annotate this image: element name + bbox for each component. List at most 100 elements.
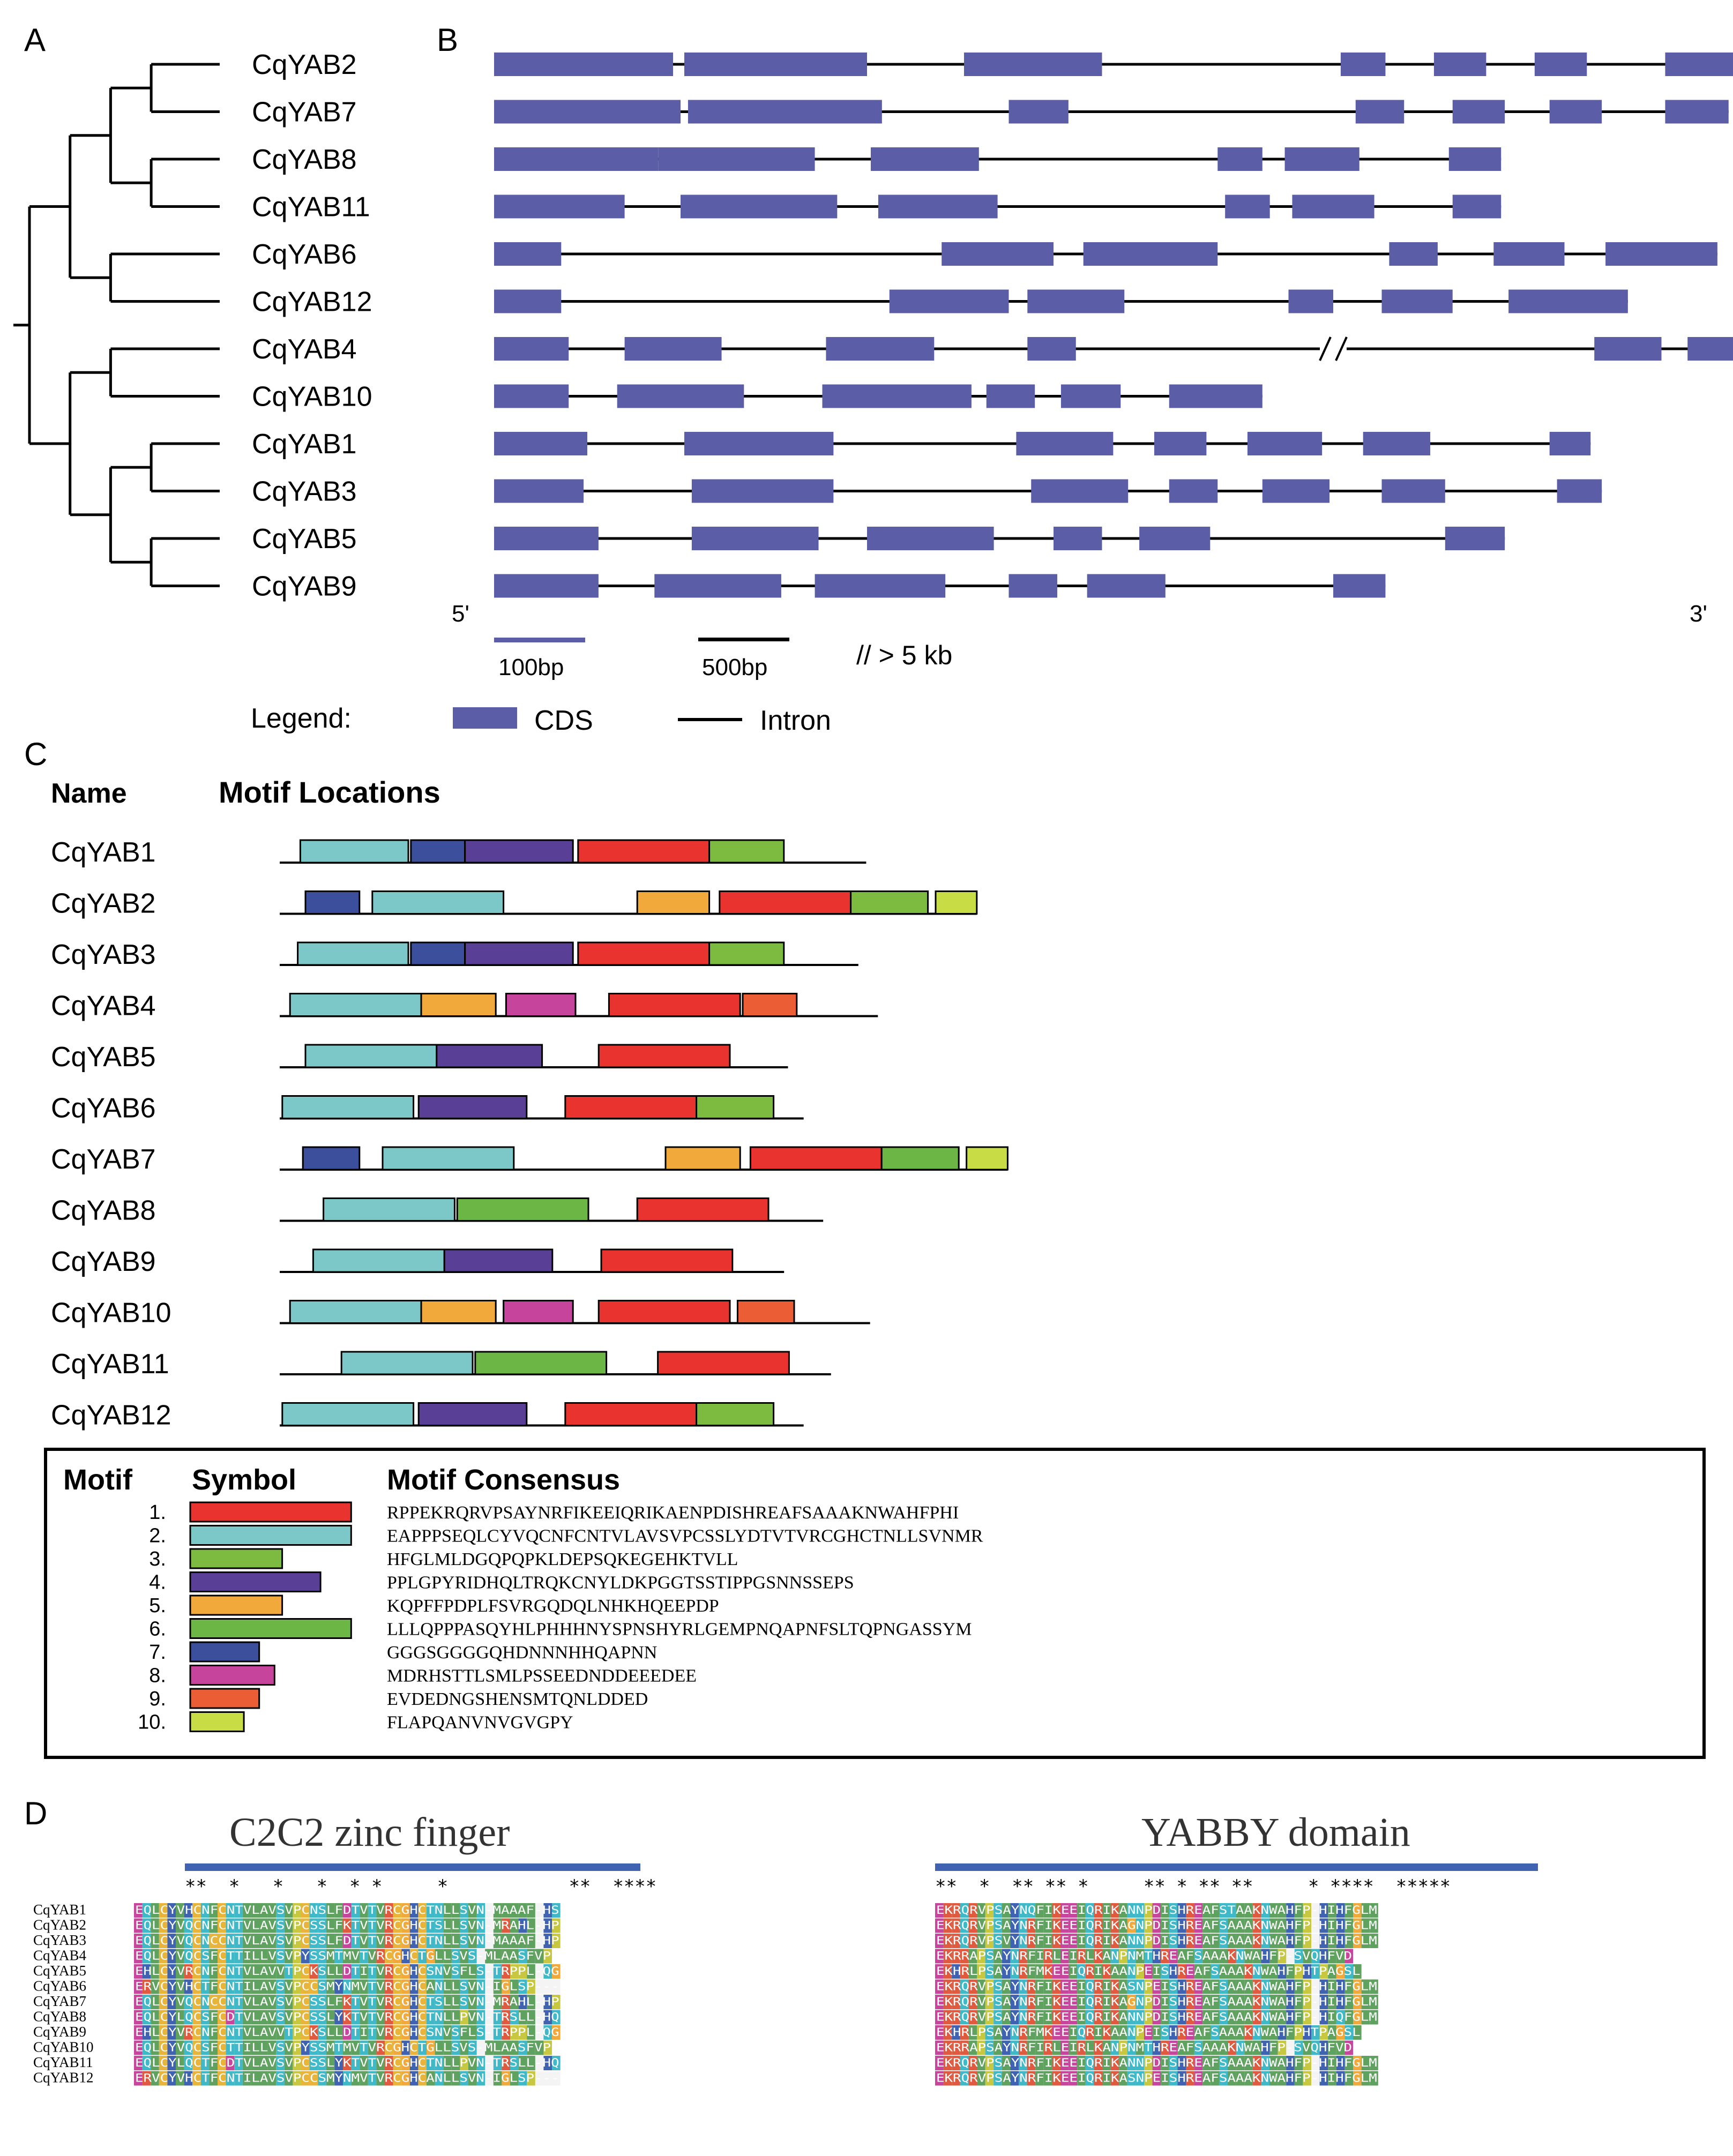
residue-cell: [443, 1903, 452, 1918]
residue-cell: [376, 1979, 385, 1994]
residue-cell: [1261, 1949, 1269, 1964]
residue-cell: [226, 2071, 235, 2086]
residue-cell: [301, 1995, 310, 2009]
residue-cell: [1152, 1964, 1161, 1979]
residue-cell: [401, 2040, 410, 2055]
motif-legend-header-symbol: Symbol: [192, 1464, 296, 1496]
residue-cell: [543, 2040, 552, 2055]
gene-label-cqyab12: CqYAB12: [252, 287, 372, 318]
residue-cell: [977, 2040, 985, 2055]
residue-cell: [1085, 2040, 1094, 2055]
gene-label-cqyab9: CqYAB9: [252, 571, 357, 602]
residue-cell: [1027, 2071, 1036, 2086]
residue-cell: [977, 1964, 985, 1979]
residue-cell: [1336, 1964, 1345, 1979]
residue-cell: [435, 1964, 444, 1979]
residue-cell: [543, 1934, 552, 1948]
cds-block: [1016, 432, 1114, 455]
motif-6-block: [474, 1351, 608, 1375]
residue-cell: [968, 1964, 977, 1979]
motif-4-block: [443, 1248, 554, 1273]
motif-gene-label: CqYAB10: [51, 1298, 171, 1329]
residue-cell: [1043, 2010, 1052, 2025]
cds-block: [1292, 194, 1375, 219]
motif-number: 7.: [149, 1641, 166, 1664]
motif-gene-label: CqYAB7: [51, 1144, 156, 1175]
residue-cell: [1269, 1995, 1278, 2009]
residue-cell: [985, 2056, 994, 2070]
residue-cell: [1328, 2010, 1336, 2025]
residue-cell: [994, 2010, 1002, 2025]
residue-cell: [977, 2071, 985, 2086]
residue-cell: [1194, 2071, 1203, 2086]
residue-cell: [1252, 2040, 1261, 2055]
zinc-conservation-stars: ** * * * * * * ** ****: [185, 1876, 656, 1897]
residue-cell: [1294, 1918, 1303, 1933]
residue-cell: [1278, 2040, 1287, 2055]
residue-cell: [200, 2040, 210, 2055]
motif-gene-label: CqYAB3: [51, 939, 156, 970]
cds-block: [494, 574, 599, 598]
gene-label-cqyab1: CqYAB1: [252, 429, 357, 460]
residue-cell: [960, 1934, 969, 1948]
residue-cell: [960, 1903, 969, 1918]
residue-cell: [1194, 1979, 1203, 1994]
residue-cell: [1294, 2071, 1303, 2086]
residue-cell: [1102, 1979, 1111, 1994]
motif-row-cqyab8: CqYAB8: [51, 1195, 824, 1226]
residue-cell: [960, 2025, 969, 2040]
residue-cell: [1328, 1964, 1336, 1979]
residue-cell: [427, 1979, 435, 1994]
residue-cell: [1202, 1949, 1211, 1964]
cds-block: [1534, 53, 1587, 76]
residue-cell: [176, 2010, 184, 2025]
residue-cell: [209, 1979, 218, 1994]
residue-cell: [543, 2010, 552, 2025]
residue-cell: [234, 2010, 243, 2025]
residue-cell: [1244, 1934, 1253, 1948]
residue-cell: [476, 2010, 485, 2025]
residue-cell: [1110, 2071, 1119, 2086]
residue-sequence: EQLCYLQCSFCDTVLAVSVPCSSLYKTVTVRCGHCTNLLP…: [135, 2011, 559, 2024]
residue-cell: [1119, 1934, 1127, 1948]
residue-cell: [1186, 1903, 1194, 1918]
structure-cqyab8: [494, 147, 1502, 171]
residue-cell: [1261, 2040, 1269, 2055]
residue-cell: [209, 1964, 218, 1979]
residue-cell: [1236, 2025, 1245, 2040]
residue-cell: [234, 1964, 243, 1979]
cds-block: [494, 53, 674, 76]
residue-cell: [935, 2010, 944, 2025]
residue-cell: [309, 1949, 318, 1964]
residue-cell: [427, 2071, 435, 2086]
residue-cell: [1110, 1949, 1119, 1964]
residue-cell: [309, 2010, 318, 2025]
residue-cell: [443, 2071, 452, 2086]
cds-block: [1340, 53, 1386, 76]
scale-label-100bp: 100bp: [498, 654, 564, 680]
residue-cell: [151, 2025, 159, 2040]
residue-cell: [1269, 2040, 1278, 2055]
motif-2-block: [312, 1248, 445, 1273]
motif-4-block: [464, 941, 574, 966]
cds-block: [494, 527, 599, 550]
structure-cqyab9: [494, 574, 1386, 598]
cds-block: [494, 194, 625, 219]
motif-row-cqyab12: CqYAB12: [51, 1400, 804, 1431]
residue-cell: [1219, 2056, 1228, 2070]
residue-cell: [134, 2071, 143, 2086]
residue-cell: [1102, 1918, 1111, 1933]
motif-legend-header-consensus: Motif Consensus: [387, 1464, 620, 1496]
legend-title: Legend:: [251, 703, 352, 734]
motif-2-block: [382, 1146, 515, 1171]
residue-cell: [1344, 2040, 1353, 2055]
motif-5-block: [420, 1300, 497, 1324]
residue-cell: [1303, 1964, 1311, 1979]
residue-cell: [1202, 1964, 1211, 1979]
residue-cell: [409, 1949, 419, 1964]
residue-cell: [1127, 2056, 1136, 2070]
residue-sequence: EKRQRVPSAYNRFIKEEIQRIKANNPDISHREAFSAAAKN…: [936, 2056, 1377, 2069]
residue-cell: [1136, 2010, 1144, 2025]
residue-cell: [1211, 1934, 1220, 1948]
